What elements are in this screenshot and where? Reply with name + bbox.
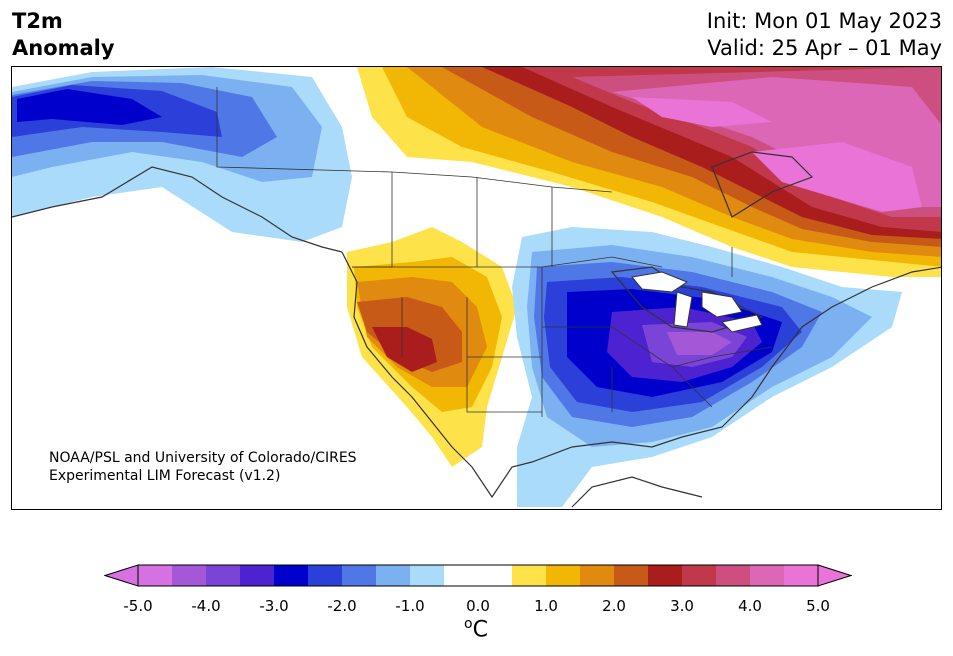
colorbar-tick-label: 0.0 xyxy=(466,597,490,615)
colorbar-bin xyxy=(512,565,547,586)
colorbar-bin xyxy=(716,565,751,586)
colorbar-bin xyxy=(648,565,683,586)
colorbar-tick-label: 5.0 xyxy=(806,597,830,615)
west-warm-anomaly xyxy=(347,227,517,467)
colorbar-tick-label: 2.0 xyxy=(602,597,626,615)
colorbar-bin xyxy=(342,565,377,586)
credit-line-2: Experimental LIM Forecast (v1.2) xyxy=(49,468,281,484)
colorbar-bin xyxy=(546,565,581,586)
colorbar-border xyxy=(137,564,819,587)
colorbar-tick-label: -5.0 xyxy=(123,597,153,615)
colorbar-bin xyxy=(376,565,411,586)
colorbar xyxy=(103,564,853,598)
map-canvas xyxy=(12,67,941,508)
colorbar-tick-label: -2.0 xyxy=(327,597,357,615)
unit-letter: C xyxy=(472,617,488,643)
colorbar-bin xyxy=(410,565,445,586)
colorbar-bin xyxy=(308,565,343,586)
valid-range: Valid: 25 Apr – 01 May xyxy=(707,36,942,60)
anomaly-map xyxy=(11,66,942,510)
date-info: Init: Mon 01 May 2023 Valid: 25 Apr – 01… xyxy=(707,8,942,62)
colorbar-tick-label: -1.0 xyxy=(395,597,425,615)
colorbar-bin xyxy=(240,565,275,586)
title-variable: T2m xyxy=(12,9,63,33)
init-date: Init: Mon 01 May 2023 xyxy=(706,9,942,33)
colorbar-bin xyxy=(580,565,615,586)
colorbar-extend-high xyxy=(817,564,853,587)
colorbar-svg xyxy=(103,564,853,587)
colorbar-unit: oC xyxy=(464,616,488,642)
colorbar-bin xyxy=(614,565,649,586)
colorbar-tick-label: 3.0 xyxy=(670,597,694,615)
colorbar-bin xyxy=(138,565,173,586)
alaska-cold-anomaly xyxy=(12,67,352,242)
colorbar-bin xyxy=(750,565,785,586)
state-borders xyxy=(216,87,773,417)
colorbar-bin xyxy=(444,565,479,586)
colorbar-tick-label: -3.0 xyxy=(259,597,289,615)
unit-degree: o xyxy=(464,616,473,632)
credit-line-1: NOAA/PSL and University of Colorado/CIRE… xyxy=(49,450,357,466)
colorbar-bin xyxy=(478,565,513,586)
credit-text: NOAA/PSL and University of Colorado/CIRE… xyxy=(49,449,357,485)
colorbar-extend-low xyxy=(103,564,139,587)
colorbar-bin xyxy=(784,565,819,586)
colorbar-bin xyxy=(682,565,717,586)
colorbar-bin xyxy=(172,565,207,586)
title-kind: Anomaly xyxy=(12,36,115,60)
colorbar-tick-label: -4.0 xyxy=(191,597,221,615)
colorbar-bin xyxy=(206,565,241,586)
colorbar-tick-label: 1.0 xyxy=(534,597,558,615)
map-title: T2m Anomaly xyxy=(12,8,115,62)
colorbar-tick-label: 4.0 xyxy=(738,597,762,615)
great-lakes xyxy=(631,271,763,333)
colorbar-bin xyxy=(274,565,309,586)
